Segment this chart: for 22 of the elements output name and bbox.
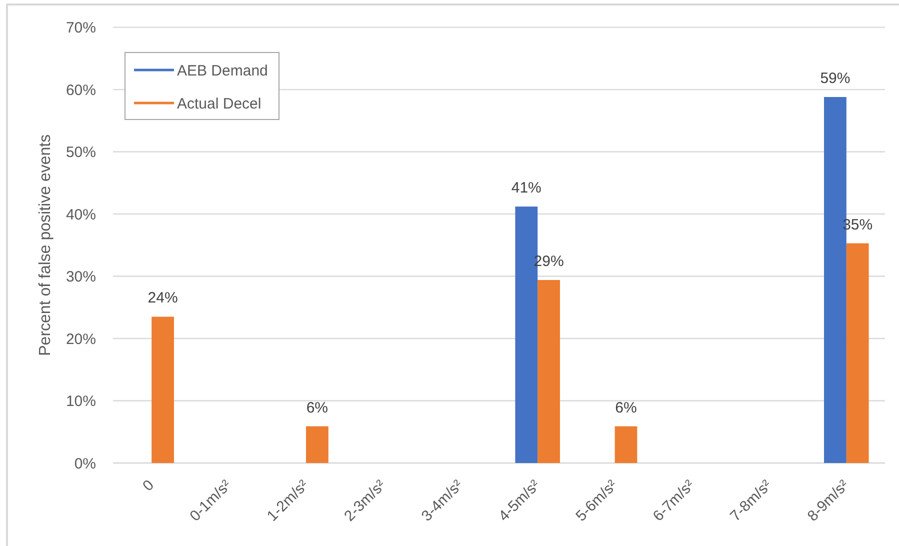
data-label: 6% [306,399,328,416]
y-tick-label: 50% [66,144,96,162]
x-tick-label: 0 [140,476,158,495]
y-tick-label: 70% [66,20,96,37]
y-tick-label: 30% [66,268,96,286]
legend-label: AEB Demand [177,62,268,80]
y-axis-title: Percent of false positive events [37,134,54,356]
y-tick-label: 10% [66,393,96,410]
bar [614,426,638,463]
y-tick-label: 40% [66,206,96,224]
bar [538,280,560,463]
bar [306,426,328,463]
data-label: 41% [511,180,542,197]
y-tick-label: 20% [66,330,96,348]
y-tick-label: 60% [66,82,96,99]
legend-label: Actual Decel [177,96,262,112]
bar [152,316,174,463]
data-label: 24% [148,290,178,307]
bar [846,243,869,463]
y-tick-label: 0% [74,455,96,472]
data-label: 6% [615,399,637,416]
data-label: 59% [820,70,850,88]
